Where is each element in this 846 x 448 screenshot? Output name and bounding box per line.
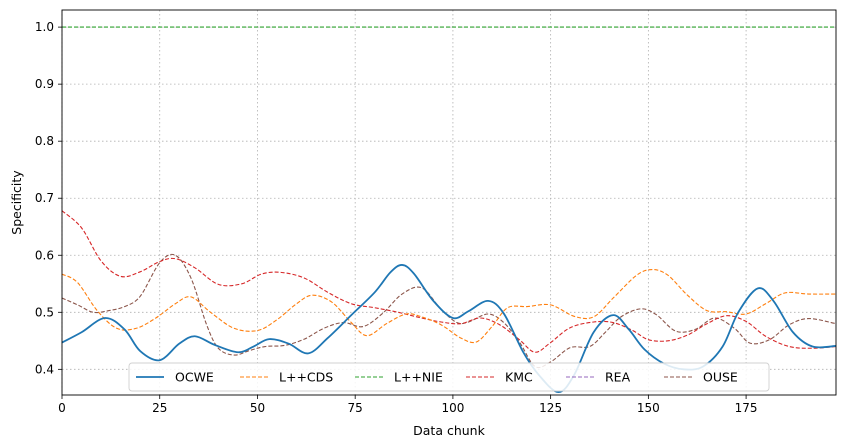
y-tick-label: 0.7 [35, 191, 54, 205]
legend-label: KMC [505, 370, 533, 385]
series-line-kmc [62, 210, 836, 353]
x-tick-label: 175 [735, 401, 758, 415]
legend-label: L++NIE [394, 370, 443, 385]
y-tick-label: 0.9 [35, 77, 54, 91]
legend-label: REA [605, 370, 631, 385]
y-tick-label: 0.4 [35, 362, 54, 376]
y-tick-label: 0.8 [35, 134, 54, 148]
x-tick-label: 25 [152, 401, 167, 415]
y-tick-label: 0.6 [35, 248, 54, 262]
axes-frame [61, 9, 837, 396]
x-axis-title: Data chunk [413, 423, 485, 438]
x-tick-label: 100 [441, 401, 464, 415]
x-tick-label: 125 [539, 401, 562, 415]
y-axis-title: Specificity [9, 170, 24, 235]
ticks: 0 25 50 75 100 125 150 175 0.4 0.5 0.6 0.7 0.8 0.9 1.0 [35, 20, 758, 415]
x-tick-label: 75 [348, 401, 363, 415]
y-tick-label: 1.0 [35, 20, 54, 34]
legend: OCWE L++CDS L++NIE KMC REA OUSE [128, 362, 770, 392]
x-tick-label: 150 [637, 401, 660, 415]
y-tick-label: 0.5 [35, 305, 54, 319]
legend-label: OUSE [703, 370, 738, 385]
legend-label: OCWE [175, 370, 214, 385]
x-tick-label: 0 [58, 401, 66, 415]
series-line-l-cds [62, 268, 836, 344]
legend-box [128, 362, 770, 392]
legend-label: L++CDS [279, 370, 333, 385]
x-tick-label: 50 [250, 401, 265, 415]
